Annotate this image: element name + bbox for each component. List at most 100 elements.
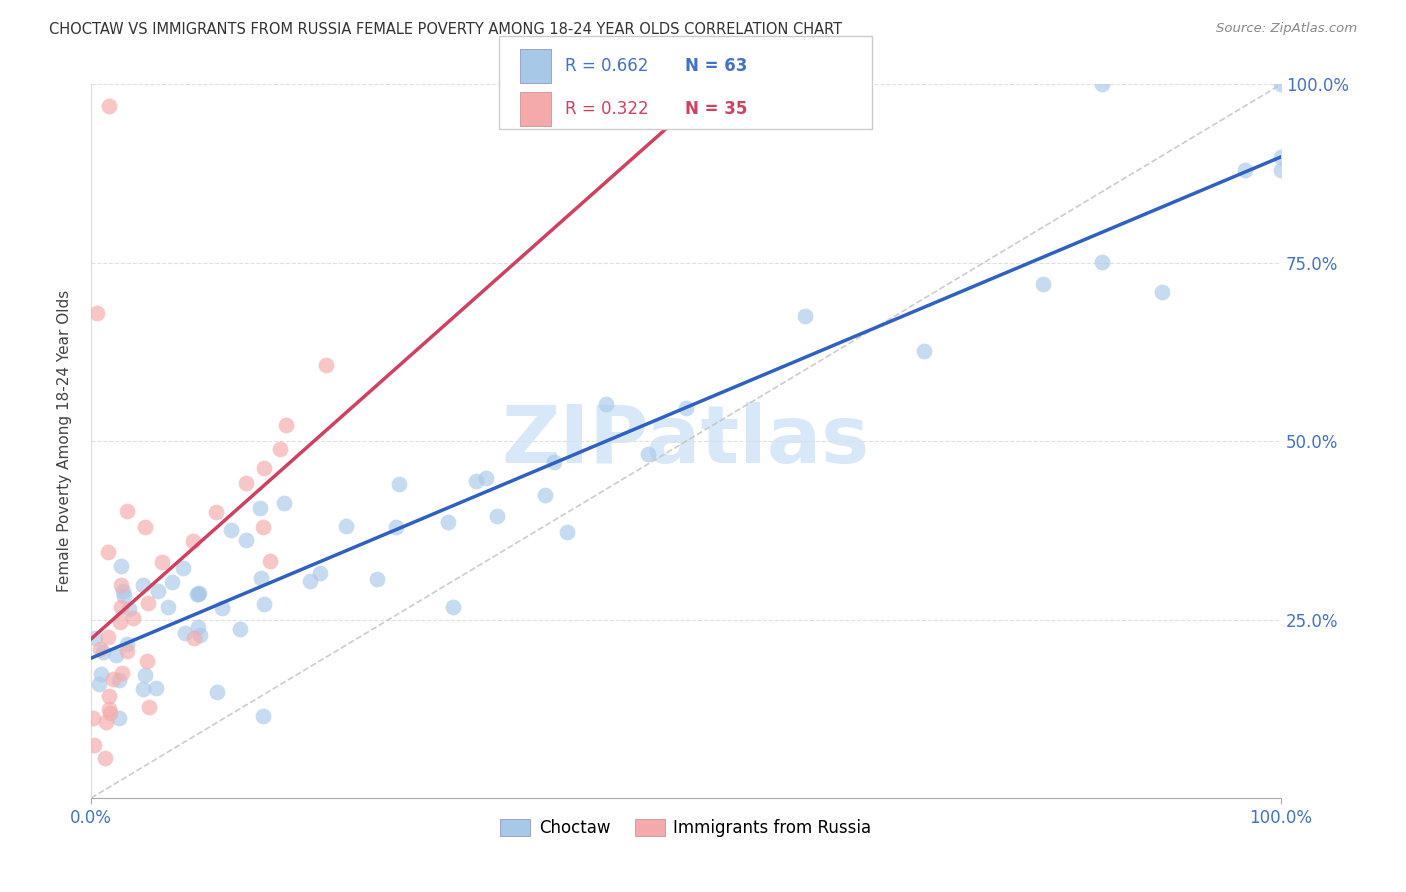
Point bbox=[110, 559, 132, 574]
Point bbox=[309, 566, 332, 580]
Text: N = 35: N = 35 bbox=[685, 100, 747, 118]
Point bbox=[83, 739, 105, 753]
Point bbox=[110, 600, 132, 615]
Point bbox=[794, 309, 817, 323]
Point bbox=[104, 648, 127, 662]
Point bbox=[315, 359, 337, 373]
Point bbox=[162, 574, 184, 589]
Point bbox=[253, 597, 276, 611]
Point bbox=[464, 474, 486, 488]
Point bbox=[388, 477, 411, 491]
Point bbox=[97, 702, 120, 716]
Text: R = 0.322: R = 0.322 bbox=[565, 100, 648, 118]
Point bbox=[269, 442, 291, 456]
Point bbox=[107, 711, 129, 725]
Point bbox=[249, 501, 271, 516]
Point bbox=[112, 589, 135, 603]
Point bbox=[1234, 162, 1257, 177]
Point bbox=[205, 505, 228, 519]
Point bbox=[121, 611, 143, 625]
Point bbox=[188, 628, 211, 642]
Point bbox=[82, 711, 104, 725]
Text: R = 0.662: R = 0.662 bbox=[565, 57, 648, 75]
Point bbox=[181, 533, 204, 548]
Point bbox=[437, 515, 460, 529]
Point bbox=[273, 496, 295, 510]
Point bbox=[134, 520, 156, 534]
Point bbox=[441, 600, 464, 615]
Point bbox=[138, 699, 160, 714]
Point bbox=[108, 615, 131, 629]
Point bbox=[235, 476, 257, 491]
Point bbox=[91, 645, 114, 659]
Point bbox=[96, 630, 118, 644]
Point bbox=[111, 665, 134, 680]
Text: Source: ZipAtlas.com: Source: ZipAtlas.com bbox=[1216, 22, 1357, 36]
Point bbox=[173, 625, 195, 640]
Point bbox=[1091, 255, 1114, 269]
Point bbox=[134, 668, 156, 682]
Point bbox=[110, 578, 132, 592]
Point bbox=[188, 586, 211, 600]
Point bbox=[86, 306, 108, 320]
Point bbox=[207, 685, 229, 699]
Point bbox=[366, 572, 388, 586]
Text: CHOCTAW VS IMMIGRANTS FROM RUSSIA FEMALE POVERTY AMONG 18-24 YEAR OLDS CORRELATI: CHOCTAW VS IMMIGRANTS FROM RUSSIA FEMALE… bbox=[49, 22, 842, 37]
Point bbox=[595, 397, 617, 411]
Point bbox=[115, 644, 138, 658]
Point bbox=[1032, 277, 1054, 291]
Text: ZIPatlas: ZIPatlas bbox=[502, 402, 870, 480]
Point bbox=[186, 587, 208, 601]
Point bbox=[115, 504, 138, 518]
Point bbox=[675, 401, 697, 415]
Point bbox=[259, 554, 281, 568]
Point bbox=[1091, 78, 1114, 92]
Point bbox=[543, 455, 565, 469]
Point bbox=[107, 673, 129, 687]
Point bbox=[637, 447, 659, 461]
Point bbox=[1150, 285, 1173, 299]
Point bbox=[252, 461, 274, 475]
Point bbox=[97, 99, 120, 113]
Point bbox=[98, 706, 121, 720]
Point bbox=[97, 690, 120, 704]
Point bbox=[1270, 162, 1292, 177]
Point bbox=[1270, 78, 1292, 92]
Point bbox=[235, 533, 257, 547]
Point bbox=[385, 519, 408, 533]
Point bbox=[83, 631, 105, 645]
Point bbox=[90, 667, 112, 681]
Point bbox=[1270, 150, 1292, 164]
Point bbox=[555, 524, 578, 539]
Point bbox=[136, 654, 159, 668]
Point bbox=[89, 677, 111, 691]
Point bbox=[219, 524, 242, 538]
Point bbox=[146, 584, 169, 599]
Point bbox=[112, 583, 135, 598]
Point bbox=[534, 488, 557, 502]
Text: N = 63: N = 63 bbox=[685, 57, 747, 75]
Point bbox=[94, 750, 117, 764]
Point bbox=[157, 600, 180, 615]
Point bbox=[228, 622, 250, 636]
Point bbox=[118, 602, 141, 616]
Point bbox=[211, 600, 233, 615]
Point bbox=[97, 545, 120, 559]
Point bbox=[249, 571, 271, 585]
Point bbox=[183, 632, 205, 646]
Point bbox=[89, 641, 111, 656]
Point bbox=[136, 597, 159, 611]
Point bbox=[132, 578, 155, 592]
Point bbox=[172, 561, 194, 575]
Point bbox=[94, 714, 117, 729]
Point bbox=[132, 682, 155, 697]
Legend: Choctaw, Immigrants from Russia: Choctaw, Immigrants from Russia bbox=[494, 812, 879, 843]
Point bbox=[101, 672, 124, 686]
Point bbox=[187, 620, 209, 634]
Point bbox=[475, 471, 498, 485]
Point bbox=[335, 518, 357, 533]
Point bbox=[299, 574, 322, 588]
Point bbox=[150, 555, 173, 569]
Point bbox=[187, 587, 209, 601]
Point bbox=[276, 418, 298, 433]
